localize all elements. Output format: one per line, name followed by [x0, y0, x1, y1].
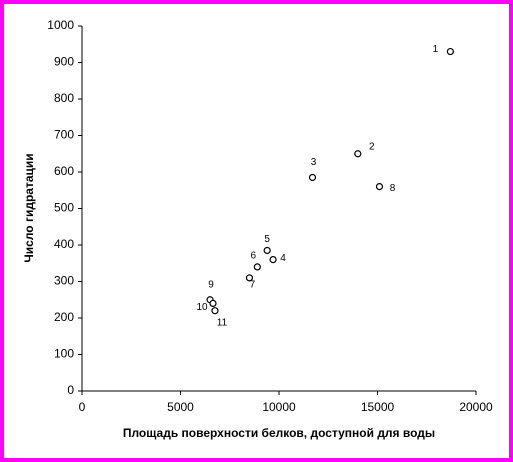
- point: [269, 256, 277, 264]
- point: [308, 173, 317, 182]
- point: [211, 307, 219, 315]
- point-label: 5: [264, 234, 270, 245]
- x-tick-label: 10000: [262, 400, 296, 414]
- point: [253, 263, 261, 271]
- point-label: 2: [369, 141, 375, 152]
- point-label: 4: [280, 253, 286, 264]
- y-tick-label: 0: [67, 383, 74, 397]
- point: [263, 246, 271, 255]
- y-tick-label: 1000: [47, 18, 74, 32]
- point: [375, 183, 384, 191]
- y-tick-label: 100: [54, 347, 74, 361]
- point-label: 3: [311, 157, 317, 168]
- point: [446, 47, 454, 56]
- y-tick-label: 300: [54, 274, 74, 288]
- x-tick-label: 15000: [361, 400, 395, 414]
- x-axis-title: Площадь поверхности белков, доступной дл…: [123, 426, 435, 440]
- point-label: 10: [196, 302, 208, 313]
- y-tick-label: 700: [54, 128, 74, 142]
- point: [354, 150, 362, 158]
- y-tick-label: 900: [54, 55, 74, 69]
- x-tick-label: 20000: [459, 400, 493, 414]
- y-tick-label: 600: [54, 164, 74, 178]
- point-label: 1: [433, 44, 439, 55]
- y-tick-label: 200: [54, 310, 74, 324]
- x-tick-label: 5000: [167, 400, 194, 414]
- point: [209, 299, 217, 307]
- point-label: 9: [208, 279, 214, 290]
- y-tick-label: 500: [54, 201, 74, 215]
- point-label: 6: [251, 251, 257, 262]
- point-label: 7: [250, 279, 256, 290]
- point: [245, 274, 254, 282]
- y-tick-label: 400: [54, 237, 74, 251]
- y-tick-label: 800: [54, 91, 74, 105]
- y-axis-title: Число гидратации: [22, 153, 36, 262]
- x-tick-label: 0: [79, 400, 86, 414]
- point-label: 11: [217, 317, 228, 328]
- point-label: 8: [390, 183, 396, 194]
